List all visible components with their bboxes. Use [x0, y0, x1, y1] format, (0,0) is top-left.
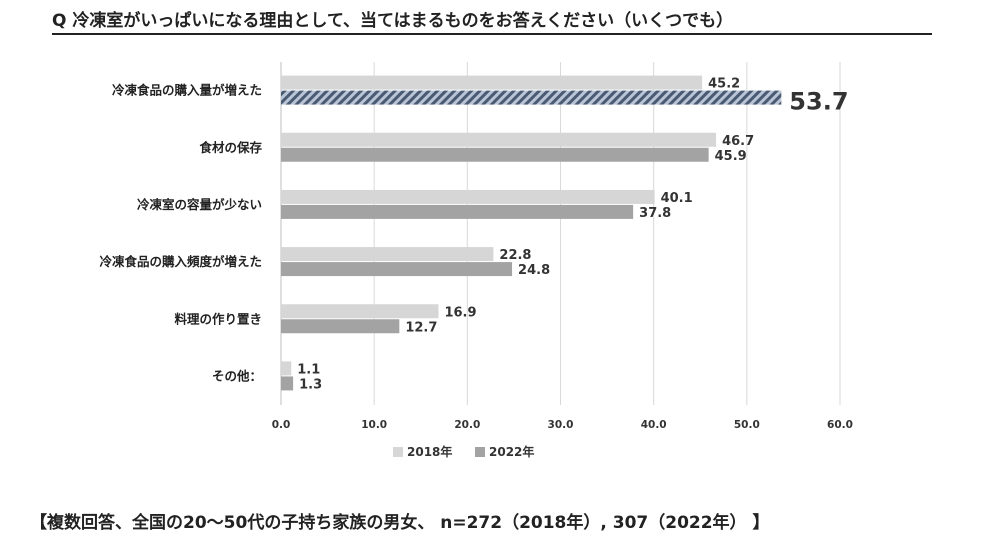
- bar-chart: 0.0 10.0 20.0 30.0 40.0 50.0 60.0 冷凍食品の購入量が増えた 4…: [99, 62, 853, 459]
- footnote: 【複数回答、全国の20～50代の子持ち家族の男女、 n=272（2018年）, …: [30, 513, 770, 533]
- bar-2018年-5: [281, 361, 292, 376]
- legend-label: 2022年: [489, 444, 534, 459]
- x-tick-label: 60.0: [827, 419, 853, 431]
- bars: [281, 75, 782, 391]
- data-label: 22.8: [499, 248, 531, 263]
- question-title: Q 冷凍室がいっぱいになる理由として、当てはまるものをお答えください（いくつでも…: [52, 11, 734, 31]
- labels: 0.0 10.0 20.0 30.0 40.0 50.0 60.0 冷凍食品の購入量が増えた 4…: [99, 77, 852, 431]
- x-tick-label: 20.0: [454, 419, 480, 431]
- data-label: 1.3: [299, 377, 322, 392]
- x-tick-label: 50.0: [734, 419, 760, 431]
- data-label: 53.7: [789, 88, 848, 116]
- data-label: 40.1: [661, 191, 693, 206]
- data-label: 45.9: [715, 149, 747, 164]
- x-tick-label: 10.0: [361, 419, 387, 431]
- bar-2022年-0: [281, 90, 782, 105]
- category-label: 冷凍食品の購入量が増えた: [112, 83, 262, 98]
- legend-label: 2018年: [407, 444, 452, 459]
- category-label: 冷凍室の容量が少ない: [137, 197, 262, 212]
- bar-2022年-4: [281, 319, 400, 334]
- bar-2022年-2: [281, 204, 634, 219]
- bar-2022年-1: [281, 147, 709, 162]
- bar-2018年-1: [281, 132, 717, 147]
- category-label: 冷凍食品の購入頻度が増えた: [99, 254, 262, 269]
- category-label: その他：: [212, 368, 262, 383]
- category-label: 食材の保存: [198, 140, 262, 155]
- data-label: 24.8: [518, 263, 550, 278]
- grid-lines: [280, 62, 841, 405]
- data-label: 1.1: [297, 362, 320, 377]
- data-label: 46.7: [722, 134, 754, 149]
- x-tick-label: 30.0: [548, 419, 574, 431]
- x-tick-label: 40.0: [641, 419, 667, 431]
- legend-swatch: [475, 447, 485, 457]
- legend-swatch: [393, 447, 403, 457]
- bar-2018年-4: [281, 304, 439, 319]
- legend: 2018年 2022年: [393, 444, 534, 459]
- bar-2018年-0: [281, 75, 703, 90]
- x-tick-label: 0.0: [272, 419, 291, 431]
- bar-2022年-3: [281, 262, 513, 277]
- question-underline: [52, 33, 932, 35]
- category-label: 料理の作り置き: [174, 311, 262, 326]
- bar-2018年-3: [281, 247, 494, 262]
- data-label: 45.2: [708, 77, 740, 92]
- bar-2018年-2: [281, 189, 655, 204]
- data-label: 37.8: [639, 206, 671, 221]
- data-label: 16.9: [444, 305, 476, 320]
- bar-2022年-5: [281, 376, 294, 391]
- data-label: 12.7: [405, 320, 437, 335]
